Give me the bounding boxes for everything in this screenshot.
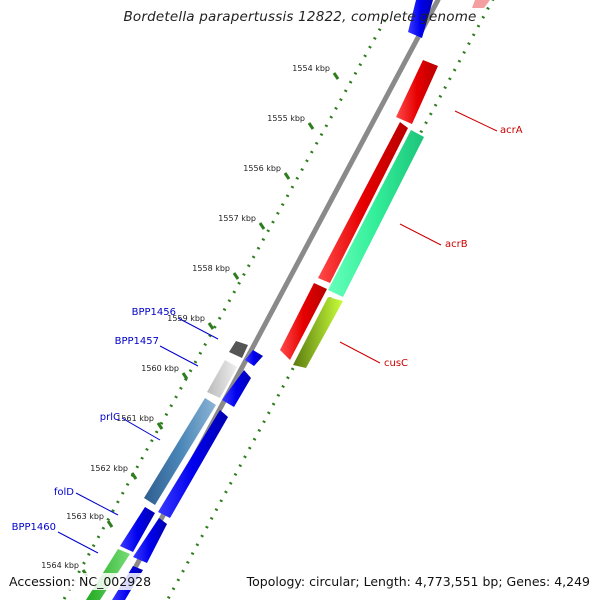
gene-olive bbox=[293, 297, 343, 368]
scale-tick bbox=[258, 222, 266, 230]
callout-line-folD bbox=[75, 492, 119, 516]
scale-tick bbox=[283, 172, 291, 180]
scale-label: 1555 kbp bbox=[267, 114, 305, 123]
gene-teal bbox=[328, 130, 424, 297]
gene-blue-3 bbox=[158, 410, 228, 518]
scale-tick bbox=[207, 322, 215, 330]
gene-acrB bbox=[318, 122, 408, 283]
scale-label: 1554 kbp bbox=[292, 64, 330, 73]
gene-top-blue bbox=[408, 0, 433, 38]
gene-label-acrB[interactable]: acrB bbox=[445, 239, 468, 250]
callout-line-prlC bbox=[121, 417, 161, 441]
scale-label: 1560 kbp bbox=[141, 364, 179, 373]
scale-label: 1559 kbp bbox=[167, 314, 205, 323]
gene-label-acrA[interactable]: acrA bbox=[500, 125, 523, 136]
scale-label: 1558 kbp bbox=[192, 264, 230, 273]
callout-line-BPP1460 bbox=[57, 531, 99, 554]
topology-text: Topology: circular; Length: 4,773,551 bp… bbox=[244, 573, 592, 590]
scale-ticks: 1554 kbp 1555 kbp 1556 kbp 1557 kbp 1558 kbp… bbox=[41, 64, 340, 577]
gene-label-cusC[interactable]: cusC bbox=[384, 358, 408, 369]
gene-BPP1456 bbox=[229, 341, 248, 358]
gene-acrA bbox=[396, 60, 438, 124]
gene-prlC bbox=[144, 398, 216, 505]
scale-label: 1557 kbp bbox=[218, 214, 256, 223]
scale-label: 1563 kbp bbox=[66, 512, 104, 521]
scale-tick bbox=[156, 422, 164, 430]
gene-BPP1457 bbox=[207, 360, 237, 398]
gene-label-BPP1457[interactable]: BPP1457 bbox=[115, 336, 159, 347]
callout-line-BPP1457 bbox=[159, 345, 199, 367]
scale-tick bbox=[181, 372, 189, 380]
gene-cusC bbox=[280, 283, 327, 360]
gene-label-BPP1456[interactable]: BPP1456 bbox=[132, 307, 176, 318]
gene-blue-2 bbox=[222, 370, 251, 407]
accession-text: Accession: NC_002928 bbox=[7, 573, 154, 590]
gene-small-blue-1 bbox=[245, 350, 263, 366]
callout-line-acrA bbox=[454, 110, 498, 132]
scale-label: 1561 kbp bbox=[116, 414, 154, 423]
callout-line-acrB bbox=[399, 223, 442, 246]
gene-label-folD[interactable]: folD bbox=[54, 487, 74, 498]
gene-label-prlC[interactable]: prlC bbox=[100, 412, 120, 423]
gene-label-BPP1460[interactable]: BPP1460 bbox=[12, 522, 56, 533]
scale-tick bbox=[106, 520, 114, 528]
scale-label: 1556 kbp bbox=[243, 164, 281, 173]
scale-label: 1562 kbp bbox=[90, 464, 128, 473]
callout-line-cusC bbox=[339, 341, 381, 364]
page-title: Bordetella parapertussis 12822, complete… bbox=[123, 9, 477, 25]
gene-labels: acrA acrB cusC BPP1456 BPP1457 prlC folD BPP146… bbox=[12, 125, 523, 533]
scale-tick bbox=[332, 72, 340, 80]
scale-label: 1564 kbp bbox=[41, 561, 79, 570]
callout-line-BPP1456 bbox=[177, 317, 219, 340]
gene-folD bbox=[120, 507, 155, 552]
scale-tick bbox=[307, 122, 315, 130]
gene-top-salmon bbox=[472, 0, 490, 8]
scale-tick bbox=[130, 472, 138, 480]
scale-tick bbox=[232, 272, 240, 280]
gene-blue-4 bbox=[133, 518, 167, 563]
